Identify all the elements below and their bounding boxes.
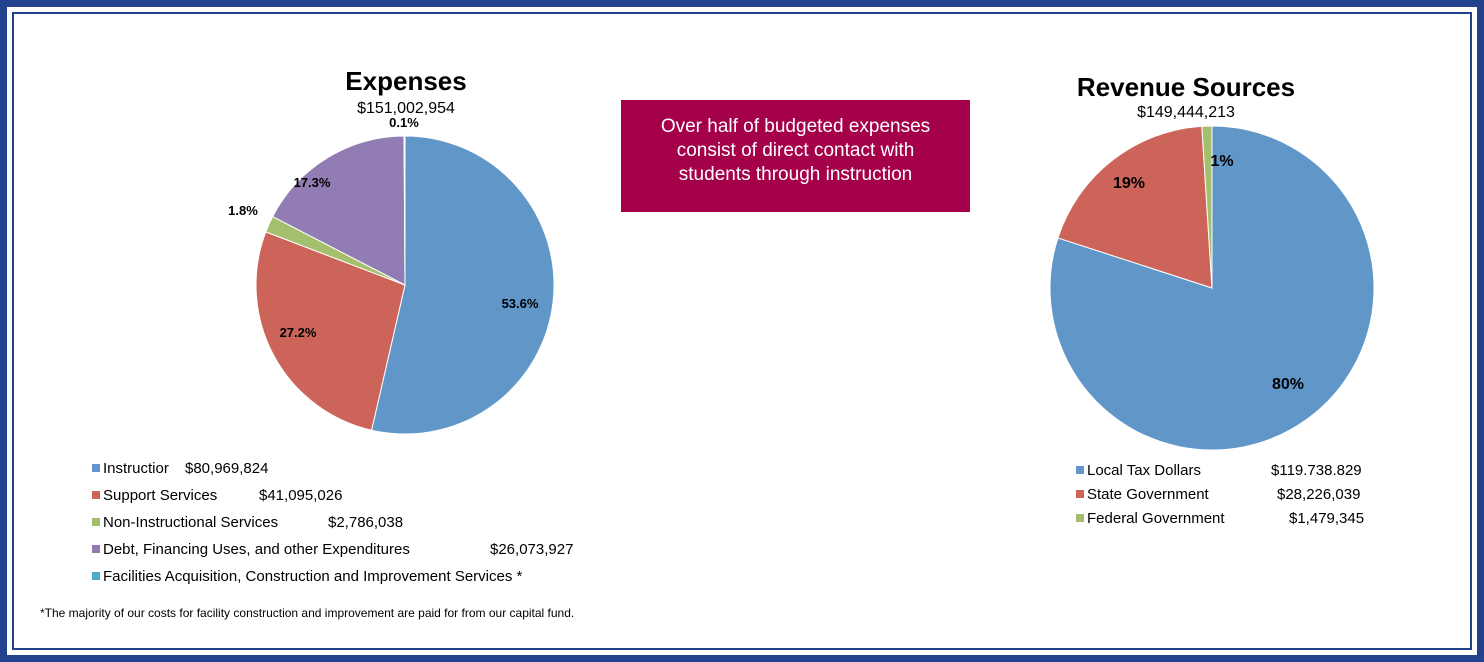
callout-box: Over half of budgeted expenses consist o… [621,100,970,212]
revenue-data-label-2: 1% [1210,153,1233,170]
expenses-total: $151,002,954 [357,100,455,117]
callout-line: Over half of budgeted expenses [660,116,931,137]
inner-frame [12,12,1472,650]
callout-line: consist of direct contact with [676,140,915,161]
legend-value: $1,479,345 [1289,510,1365,527]
legend-swatch [92,545,100,553]
footnote: *The majority of our costs for facility … [40,606,575,620]
legend-swatch [92,518,100,526]
revenue-pie-slice-1 [1057,125,1213,289]
legend-swatch [1076,466,1084,474]
revenue-total: $149,444,213 [1137,104,1235,121]
legend-label: State Government [1087,486,1209,503]
expenses-data-label-3: 17.3% [294,175,331,190]
legend-label: Instructior [103,460,169,477]
revenue-data-label-1: 19% [1113,175,1145,192]
revenue-title: Revenue Sources [1076,72,1296,102]
revenue-pie-slice-2 [1201,125,1213,289]
expenses-pie-slice-3 [271,135,406,286]
legend-label: Debt, Financing Uses, and other Expendit… [103,541,410,558]
legend-swatch [1076,490,1084,498]
legend-label: Local Tax Dollars [1087,462,1201,479]
legend-swatch [92,491,100,499]
legend-value: $2,786,038 [328,514,404,531]
revenue-data-label-0: 80% [1272,376,1304,393]
legend-label: Federal Government [1087,510,1225,527]
expenses-pie-slice-0 [370,135,555,435]
expenses-data-label-2: 1.8% [228,203,258,218]
expenses-legend: Instructior $80,969,824 Support Services… [92,460,612,590]
legend-label: Support Services [103,487,218,504]
revenue-legend: Local Tax Dollars $119.738.829 State Gov… [1076,462,1406,537]
expenses-pie-slice-4 [403,135,406,286]
callout-line: students through instruction [678,164,913,185]
expenses-data-label-1: 27.2% [280,325,317,340]
expenses-data-label-4: 0.1% [389,115,419,130]
legend-value: $41,095,026 [259,487,343,504]
legend-swatch [92,464,100,472]
legend-swatch [92,572,100,580]
expenses-pie-slice-1 [255,231,406,431]
legend-label: Facilities Acquisition, Construction and… [103,568,523,585]
legend-label: Non-Instructional Services [103,514,279,531]
legend-value: $119.738.829 [1271,462,1362,479]
expenses-title: Expenses [345,66,467,96]
legend-value: $80,969,824 [185,460,269,477]
expenses-data-label-0: 53.6% [502,296,539,311]
legend-value: $26,073,927 [490,541,574,558]
legend-value: $28,226,039 [1277,486,1361,503]
legend-swatch [1076,514,1084,522]
